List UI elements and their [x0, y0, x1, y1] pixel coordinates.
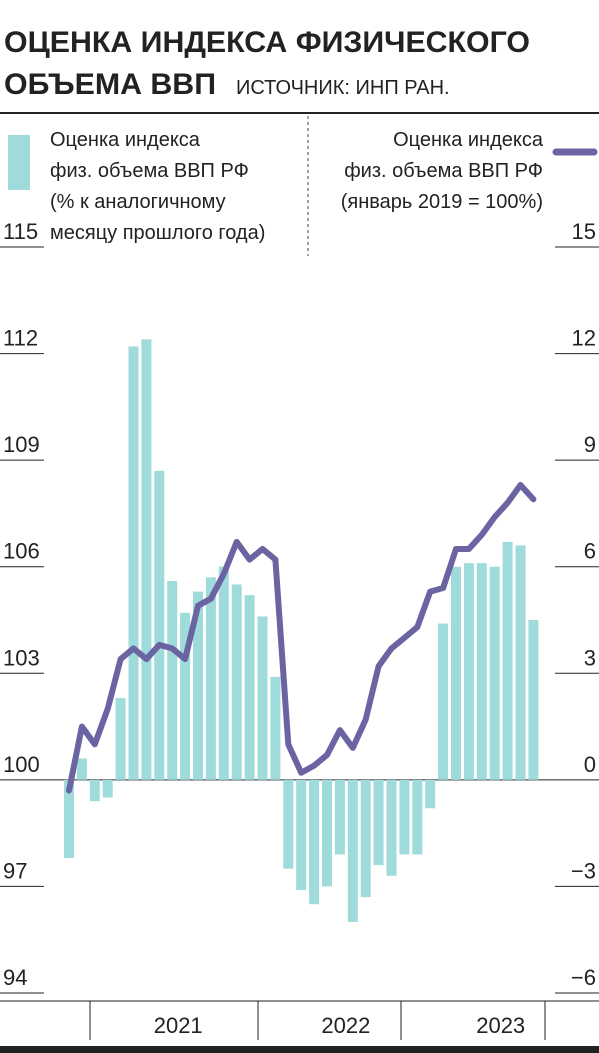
- x-tick-label: 2023: [476, 1013, 525, 1038]
- bar: [373, 779, 384, 866]
- bar: [412, 779, 423, 855]
- y2-tick-label: 0: [584, 752, 596, 777]
- y-tick-label: 109: [3, 432, 40, 457]
- bar: [451, 566, 461, 780]
- y-tick-label: 97: [3, 858, 27, 883]
- x-tick-label: 2022: [321, 1013, 370, 1038]
- y2-tick-label: 3: [584, 645, 596, 670]
- bar: [244, 595, 255, 780]
- bar: [218, 566, 229, 780]
- source: ИСТОЧНИК: ИНП РАН.: [236, 77, 450, 99]
- bar: [76, 758, 87, 780]
- bar: [167, 580, 178, 780]
- y2-tick-label: −3: [571, 858, 596, 883]
- x-tick-label: 2021: [154, 1013, 203, 1038]
- bar: [322, 779, 332, 887]
- y-tick-label: 94: [3, 965, 27, 990]
- bar: [515, 545, 526, 780]
- bar: [528, 620, 539, 780]
- bar: [425, 779, 436, 809]
- bar: [296, 779, 307, 890]
- y2-tick-label: 12: [572, 326, 596, 351]
- line: [66, 482, 537, 794]
- bar: [502, 541, 513, 780]
- y-tick-label: 100: [3, 752, 40, 777]
- bar: [205, 577, 216, 780]
- bar: [309, 779, 320, 905]
- bar: [463, 563, 474, 780]
- bar: [64, 779, 74, 859]
- y2-tick-label: 15: [572, 219, 596, 244]
- y-tick-label: 103: [3, 645, 40, 670]
- bottom-rule: [0, 1046, 599, 1053]
- bar: [283, 779, 294, 869]
- y2-tick-label: −6: [571, 965, 596, 990]
- bar: [141, 339, 152, 780]
- bar: [438, 623, 449, 780]
- bar: [399, 779, 410, 855]
- legend-swatch: [8, 135, 30, 190]
- bar: [128, 346, 139, 780]
- bar: [89, 779, 100, 802]
- y2-tick-label: 9: [584, 432, 596, 457]
- bar: [334, 779, 345, 855]
- bar: [347, 779, 358, 922]
- bar: [115, 698, 126, 780]
- bar: [360, 779, 371, 898]
- y-tick-label: 106: [3, 539, 40, 564]
- bar: [154, 470, 165, 780]
- legend-label: Оценка индекса физ. объема ВВП РФ (% к ана…: [50, 129, 265, 244]
- bar: [489, 566, 500, 780]
- y2-tick-label: 6: [584, 539, 596, 564]
- bar: [231, 584, 242, 780]
- y-tick-label: 112: [3, 326, 38, 351]
- bar: [257, 616, 268, 780]
- bar: [180, 612, 191, 780]
- y-tick-label: 115: [3, 219, 38, 244]
- bar: [193, 591, 203, 780]
- bar: [102, 779, 113, 798]
- legend-label: Оценка индекса физ. объема ВВП РФ (январь …: [341, 129, 544, 213]
- bar: [476, 563, 487, 780]
- chart-title: ОЦЕНКА ИНДЕКСА ФИЗИЧЕСКОГО ОБЪЕМА ВВП: [4, 26, 530, 101]
- bar: [386, 779, 397, 876]
- bar: [270, 676, 281, 780]
